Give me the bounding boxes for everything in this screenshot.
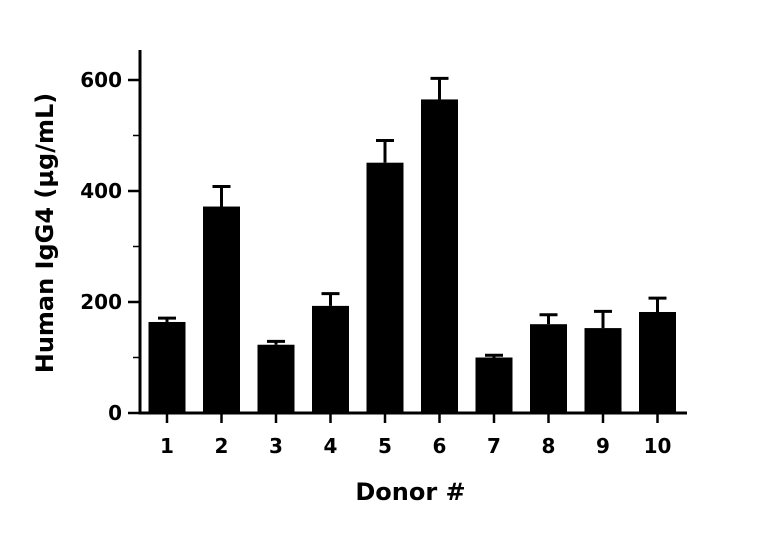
x-tick-label: 7 — [487, 434, 501, 458]
y-tick-label: 600 — [80, 68, 122, 92]
y-tick-label: 200 — [80, 290, 122, 314]
y-tick-label: 400 — [80, 179, 122, 203]
x-tick-label: 10 — [644, 434, 672, 458]
x-tick-label: 1 — [160, 434, 174, 458]
bar-donor-2 — [203, 206, 240, 413]
x-tick-label: 8 — [542, 434, 556, 458]
x-tick-label: 5 — [378, 434, 392, 458]
y-ticks-layer: 0 200 400 600 — [80, 68, 140, 425]
bar-donor-6 — [421, 99, 458, 414]
x-tick-label: 9 — [596, 434, 610, 458]
y-axis-title: Human IgG4 (µg/mL) — [31, 93, 59, 374]
bar-donor-3 — [257, 344, 295, 413]
y-tick-label: 0 — [108, 401, 122, 425]
axes-layer — [138, 50, 687, 415]
error-bars-layer — [158, 76, 667, 358]
x-tick-label: 2 — [215, 434, 229, 458]
bar-donor-8 — [530, 324, 567, 413]
bar-donor-7 — [475, 357, 513, 413]
x-ticks-layer: 1 2 3 4 5 6 7 8 9 10 — [160, 413, 671, 458]
bar-donor-4 — [312, 305, 349, 413]
bar-donor-5 — [366, 162, 404, 413]
bar-donor-1 — [148, 321, 186, 413]
x-tick-label: 6 — [433, 434, 447, 458]
bars-layer — [148, 99, 676, 414]
x-axis-title: Donor # — [355, 478, 465, 506]
x-tick-label: 4 — [324, 434, 338, 458]
bar-donor-10 — [639, 311, 676, 413]
x-tick-label: 3 — [269, 434, 283, 458]
bar-donor-9 — [584, 328, 622, 413]
